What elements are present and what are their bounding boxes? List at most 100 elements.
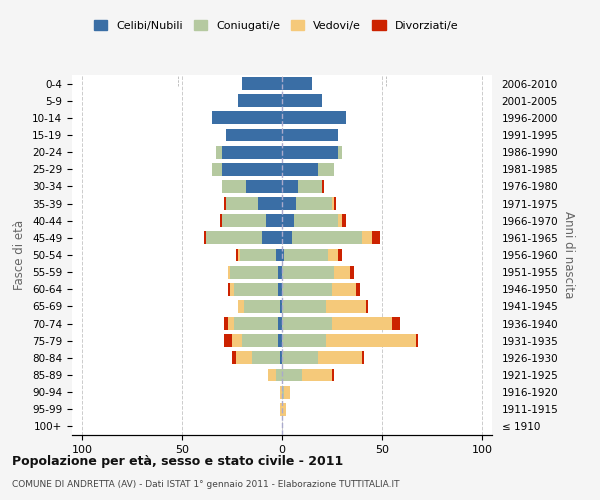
Bar: [282, 163, 318, 175]
Bar: [212, 163, 222, 175]
Y-axis label: Fasce di età: Fasce di età: [13, 220, 26, 290]
Bar: [294, 214, 338, 227]
Bar: [228, 266, 230, 278]
Bar: [252, 352, 280, 364]
Bar: [224, 334, 232, 347]
Text: COMUNE DI ANDRETTA (AV) - Dati ISTAT 1° gennaio 2011 - Elaborazione TUTTITALIA.I: COMUNE DI ANDRETTA (AV) - Dati ISTAT 1° …: [12, 480, 400, 489]
Bar: [222, 163, 282, 175]
Bar: [366, 300, 368, 313]
Bar: [224, 197, 226, 210]
Bar: [282, 300, 326, 313]
Bar: [282, 146, 338, 158]
Bar: [332, 317, 392, 330]
Text: Popolazione per età, sesso e stato civile - 2011: Popolazione per età, sesso e stato civil…: [12, 455, 343, 468]
Bar: [222, 180, 246, 193]
Bar: [282, 386, 284, 398]
Bar: [232, 352, 236, 364]
Bar: [226, 128, 282, 141]
Bar: [350, 266, 354, 278]
Bar: [356, 283, 360, 296]
Bar: [282, 94, 322, 107]
Bar: [278, 317, 282, 330]
Bar: [204, 232, 206, 244]
Bar: [318, 163, 334, 175]
Bar: [302, 368, 332, 382]
Legend: Celibi/Nubili, Coniugati/e, Vedovi/e, Divorziati/e: Celibi/Nubili, Coniugati/e, Vedovi/e, Di…: [89, 16, 463, 35]
Bar: [276, 368, 282, 382]
Bar: [220, 214, 222, 227]
Bar: [332, 368, 334, 382]
Bar: [224, 317, 228, 330]
Bar: [236, 352, 252, 364]
Bar: [230, 283, 234, 296]
Bar: [282, 283, 332, 296]
Bar: [242, 77, 282, 90]
Bar: [284, 386, 290, 398]
Bar: [338, 248, 342, 262]
Bar: [282, 112, 346, 124]
Bar: [282, 197, 296, 210]
Bar: [328, 248, 338, 262]
Bar: [228, 283, 230, 296]
Bar: [266, 214, 282, 227]
Bar: [238, 300, 244, 313]
Bar: [322, 180, 324, 193]
Bar: [262, 232, 282, 244]
Bar: [216, 146, 222, 158]
Bar: [278, 283, 282, 296]
Bar: [284, 248, 328, 262]
Bar: [230, 266, 278, 278]
Bar: [338, 146, 342, 158]
Bar: [332, 197, 334, 210]
Bar: [278, 334, 282, 347]
Bar: [282, 214, 294, 227]
Bar: [242, 334, 278, 347]
Bar: [318, 352, 362, 364]
Bar: [280, 386, 282, 398]
Bar: [240, 248, 276, 262]
Bar: [332, 283, 356, 296]
Bar: [282, 334, 326, 347]
Y-axis label: Anni di nascita: Anni di nascita: [562, 212, 575, 298]
Bar: [372, 232, 380, 244]
Bar: [292, 232, 362, 244]
Bar: [326, 300, 366, 313]
Bar: [282, 352, 318, 364]
Bar: [222, 214, 266, 227]
Bar: [212, 112, 282, 124]
Bar: [268, 368, 276, 382]
Bar: [276, 248, 282, 262]
Bar: [282, 77, 312, 90]
Bar: [258, 197, 282, 210]
Bar: [280, 352, 282, 364]
Bar: [326, 334, 416, 347]
Bar: [222, 146, 282, 158]
Bar: [226, 197, 258, 210]
Bar: [416, 334, 418, 347]
Bar: [282, 317, 332, 330]
Bar: [234, 283, 278, 296]
Bar: [282, 128, 338, 141]
Bar: [234, 317, 278, 330]
Bar: [238, 248, 240, 262]
Bar: [232, 334, 242, 347]
Bar: [278, 266, 282, 278]
Bar: [392, 317, 400, 330]
Bar: [334, 197, 336, 210]
Bar: [236, 248, 238, 262]
Bar: [338, 214, 342, 227]
Bar: [282, 248, 284, 262]
Bar: [246, 180, 282, 193]
Bar: [362, 232, 372, 244]
Bar: [282, 368, 302, 382]
Bar: [282, 403, 286, 415]
Bar: [228, 317, 234, 330]
Bar: [282, 266, 334, 278]
Bar: [298, 180, 322, 193]
Bar: [296, 197, 332, 210]
Bar: [280, 300, 282, 313]
Bar: [362, 352, 364, 364]
Bar: [342, 214, 346, 227]
Bar: [280, 403, 282, 415]
Bar: [244, 300, 280, 313]
